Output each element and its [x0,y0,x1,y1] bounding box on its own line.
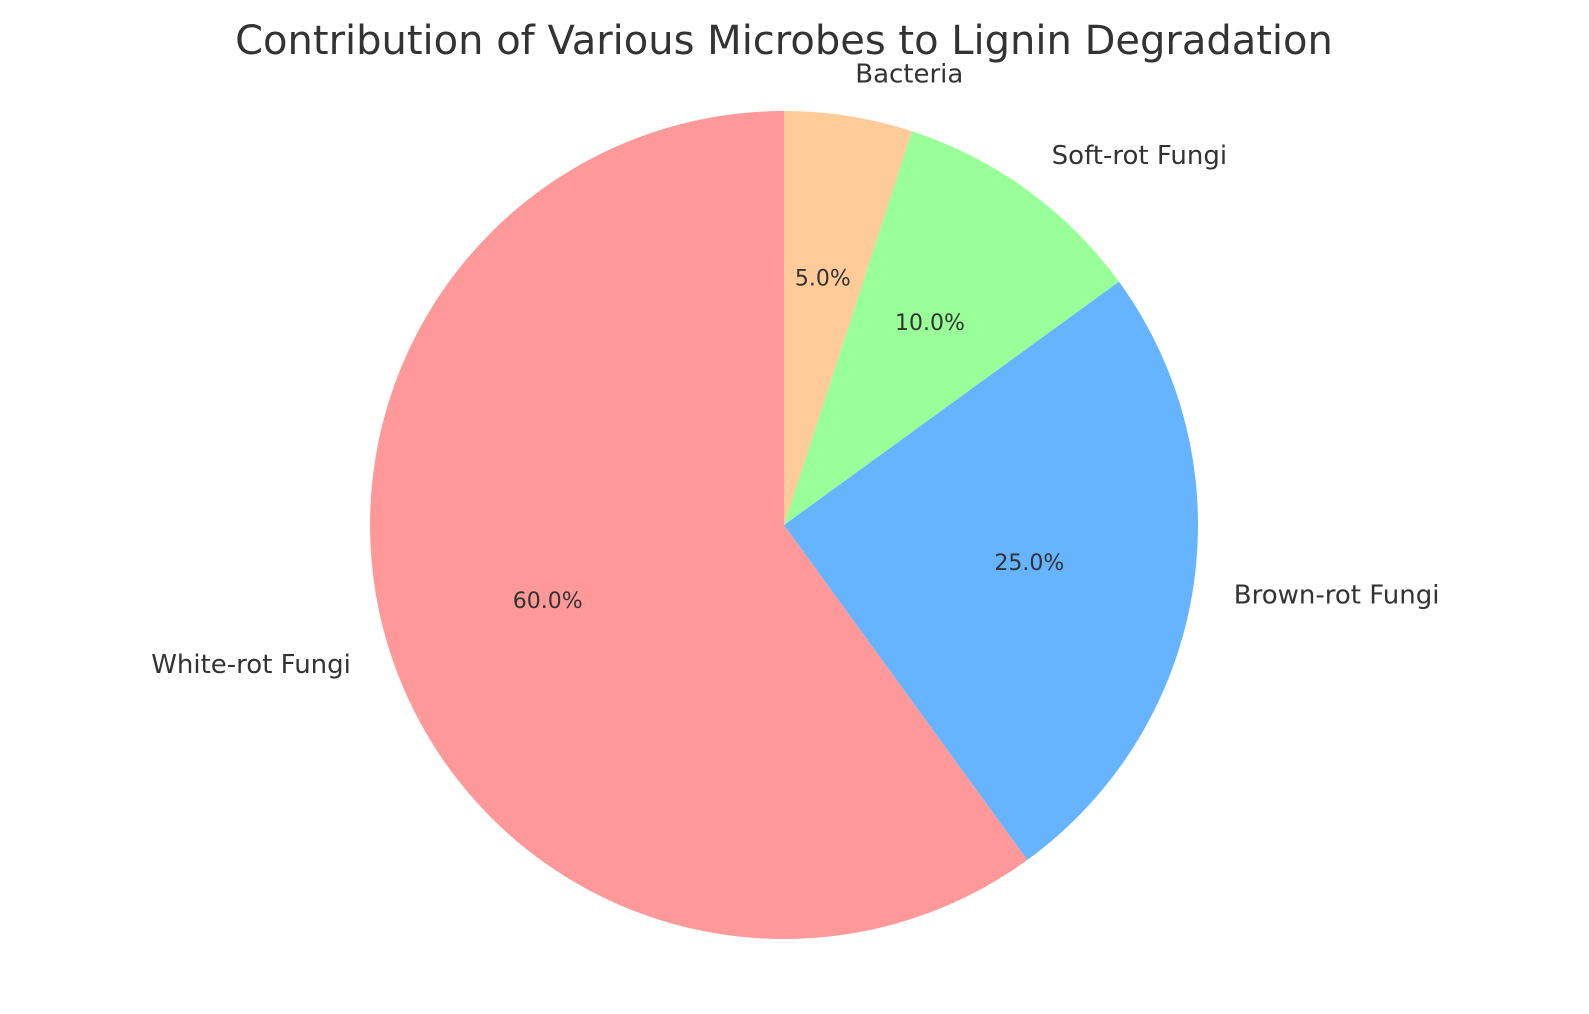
pie-slice-soft-rot-fungi [784,131,1119,525]
slice-label: Brown-rot Fungi [1234,581,1440,611]
slice-label: White-rot Fungi [151,650,351,680]
percent-label: 25.0% [994,551,1064,576]
pie-slice-brown-rot-fungi [784,281,1198,860]
slice-label: Bacteria [855,60,963,90]
slice-label: Soft-rot Fungi [1052,141,1227,171]
pie-slice-white-rot-fungi [370,111,1028,940]
percent-label: 60.0% [513,589,583,614]
pie-slice-bacteria [784,111,912,525]
percent-label: 5.0% [795,267,851,292]
chart-title: Contribution of Various Microbes to Lign… [235,18,1333,64]
percent-label: 10.0% [895,311,965,336]
